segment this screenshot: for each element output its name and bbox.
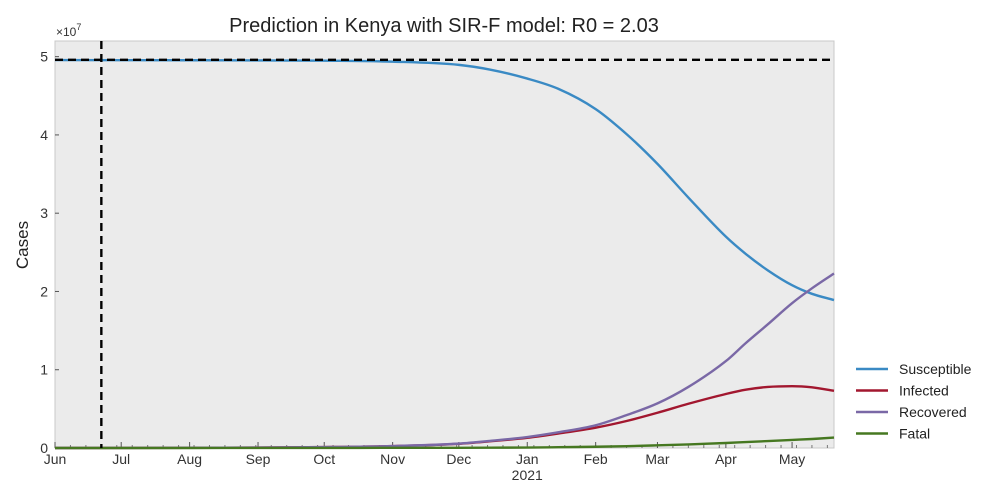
x-year-label: 2021 (512, 467, 543, 483)
x-tick-label: Jun (44, 451, 67, 467)
legend-label-recovered: Recovered (899, 404, 967, 420)
y-tick-label: 2 (40, 283, 48, 299)
x-tick-label: Jan (516, 451, 539, 467)
x-tick-label: Dec (446, 451, 471, 467)
series-lines (54, 58, 835, 450)
y-multiplier-base: ×10 (56, 25, 77, 39)
y-tick-label: 5 (40, 49, 48, 65)
x-tick-label: Apr (715, 451, 737, 467)
x-tick-label: Mar (645, 451, 669, 467)
x-tick-label: Aug (177, 451, 202, 467)
y-axis-multiplier: ×107 (56, 22, 81, 39)
y-tick-label: 3 (40, 205, 48, 221)
legend-label-susceptible: Susceptible (899, 361, 972, 377)
plot-area (54, 40, 835, 449)
x-tick-label: Oct (313, 451, 335, 467)
x-axis: Jun Jul Aug Sep Oct Nov Dec Jan Feb Mar Apr May 2021 (44, 442, 828, 483)
legend-label-fatal: Fatal (899, 426, 930, 442)
x-tick-label: Sep (246, 451, 271, 467)
y-axis-label: Cases (13, 221, 32, 269)
series-line-fatal (55, 436, 835, 450)
y-tick-label: 1 (40, 362, 48, 378)
legend-label-infected: Infected (899, 383, 949, 399)
y-axis: 0 1 2 3 4 5 (40, 49, 59, 456)
x-tick-label: Nov (380, 451, 405, 467)
legend: Susceptible Infected Recovered Fatal (856, 361, 972, 442)
y-tick-label: 4 (40, 127, 48, 143)
series-line-susceptible (54, 58, 835, 302)
reference-lines (55, 41, 834, 448)
y-multiplier-exponent: 7 (76, 22, 81, 32)
x-tick-label: Feb (584, 451, 608, 467)
x-tick-label: Jul (112, 451, 130, 467)
y-tick-label: 0 (40, 440, 48, 456)
chart-title: Prediction in Kenya with SIR-F model: R0… (229, 15, 659, 37)
x-tick-label: May (779, 451, 805, 467)
